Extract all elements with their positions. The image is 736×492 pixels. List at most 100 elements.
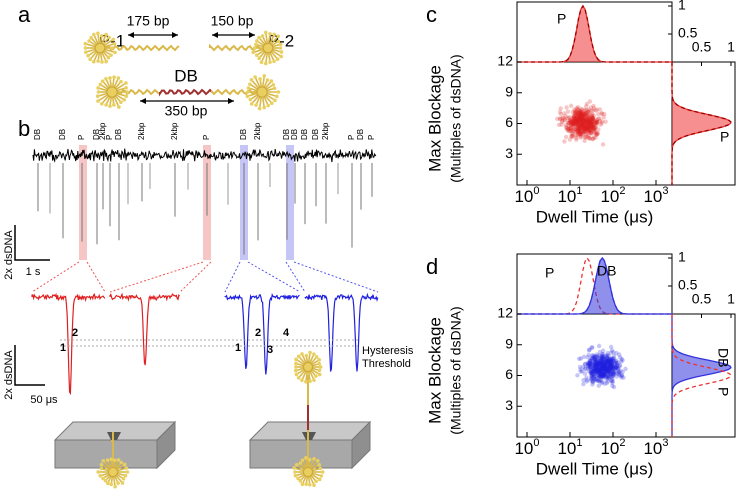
bead <box>110 46 114 50</box>
scatter-dot <box>599 375 605 380</box>
scatter-dot <box>594 358 600 364</box>
scatter-dot <box>590 137 595 142</box>
hist-tick-label: 0.5 <box>692 291 712 307</box>
scatter-dot <box>602 372 607 377</box>
scatter-dot <box>603 359 609 365</box>
scatter-dot <box>580 111 586 116</box>
scatter-dot <box>596 383 601 388</box>
scatter-dot <box>579 123 584 128</box>
scatter-dot <box>593 374 598 379</box>
event-label: DB <box>114 129 123 140</box>
scatter-dot <box>610 379 615 384</box>
bead <box>296 476 300 481</box>
bead <box>272 86 277 91</box>
scatter-dot <box>602 362 608 367</box>
bead <box>318 365 323 369</box>
scatter-dot <box>557 116 563 122</box>
bead <box>113 484 117 489</box>
scatter-dot <box>604 359 610 364</box>
scatter-dot <box>609 356 614 361</box>
scatter-dot <box>597 366 602 371</box>
bead <box>83 46 88 50</box>
bead <box>122 462 127 467</box>
scatter-dot <box>589 373 594 378</box>
scatter-dot <box>603 361 609 366</box>
scatter-dot <box>586 109 591 114</box>
scatter-dot <box>607 366 612 371</box>
scatter-dot <box>578 117 583 122</box>
scatter-dot <box>568 122 574 128</box>
scatter-dot <box>611 364 616 369</box>
scatter-dot <box>581 114 586 119</box>
scatter-dot <box>595 370 600 375</box>
bead <box>109 482 114 487</box>
scatter-dot <box>612 366 617 371</box>
scatter-dot <box>607 371 612 376</box>
scatter-dot <box>571 127 576 132</box>
scatter-dot <box>576 125 582 130</box>
scatter-dot <box>581 123 586 129</box>
scatter-dot <box>601 373 606 379</box>
scatter-dot <box>585 124 591 129</box>
tick-exp: 1 <box>576 185 582 197</box>
scatter-dot <box>580 115 586 121</box>
scatter-dot <box>587 136 592 141</box>
molecule-label: DB <box>174 66 198 85</box>
scatter-dot <box>600 365 605 370</box>
scatter-dot <box>590 372 595 377</box>
scatter-dot <box>585 127 590 133</box>
y-tick-label: 3 <box>505 397 513 413</box>
panel-label: c <box>426 2 437 27</box>
scatter-dot <box>599 357 605 363</box>
scatter-dot <box>578 367 583 372</box>
bead <box>119 100 123 105</box>
scatter-dot <box>599 359 605 365</box>
length-label: 175 bp <box>127 13 170 29</box>
scatter-dot <box>599 111 604 117</box>
bead <box>246 86 251 90</box>
scatter-dot <box>605 352 610 358</box>
scatter-dot <box>575 123 581 128</box>
scatter-dot <box>607 357 613 363</box>
scatter-dot <box>610 364 615 369</box>
scatter-dot <box>574 118 579 123</box>
scatter-dot <box>583 123 589 128</box>
scatter-dot <box>584 111 589 116</box>
scatter-dot <box>612 370 617 375</box>
scatter-dot <box>609 361 614 366</box>
zoom-trace <box>304 292 379 372</box>
y-tick-label: 12 <box>497 53 513 69</box>
scatter-dot <box>608 358 613 364</box>
scatter-dot <box>611 366 616 371</box>
scatter-dot <box>582 126 587 131</box>
y-axis-label: Max Blockage <box>425 317 444 424</box>
scatter-dot <box>594 132 599 137</box>
scatter-dot <box>601 364 607 369</box>
scatter-dot <box>586 117 591 123</box>
scatter-dot <box>593 360 598 366</box>
scatter-dot <box>573 114 579 119</box>
scatter-dot <box>607 358 612 363</box>
scatter-dot <box>608 367 613 372</box>
event-label: 2kbp <box>253 122 262 140</box>
scatter-dot <box>564 125 569 131</box>
scatter-dot <box>577 128 583 134</box>
scatter-dot <box>611 371 616 376</box>
scatter-dot <box>603 353 609 359</box>
bead <box>259 60 264 65</box>
scatter-dot <box>575 118 581 124</box>
bead <box>304 353 309 358</box>
scatter-dot <box>575 373 580 378</box>
bead <box>123 473 128 478</box>
scatter-dot <box>569 133 574 139</box>
scatter-dot <box>582 108 587 114</box>
scatter-dot <box>596 366 601 371</box>
bead <box>263 61 268 66</box>
scatter-dot <box>577 115 582 120</box>
scatter-dot <box>597 378 602 384</box>
scatter-dot <box>585 355 590 360</box>
scatter-dot <box>593 364 599 369</box>
scatter-dot <box>581 125 586 130</box>
bead <box>266 103 270 108</box>
scatter-dot <box>586 122 591 127</box>
